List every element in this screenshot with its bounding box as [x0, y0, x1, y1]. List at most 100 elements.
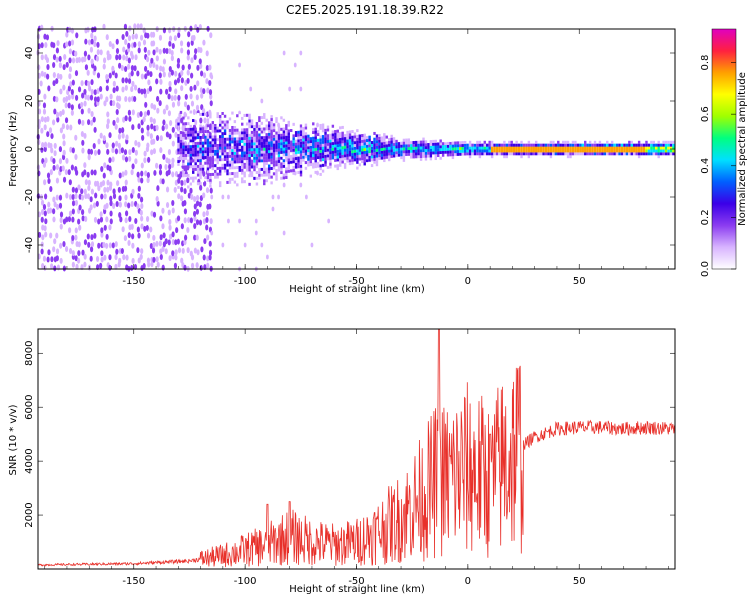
heatmap-signal-cell — [248, 139, 251, 143]
heatmap-noise-cell — [177, 32, 181, 39]
heatmap-signal-cell — [302, 124, 305, 128]
heatmap-noise-cell — [56, 40, 60, 47]
heatmap-noise-cell — [158, 100, 162, 107]
heatmap-noise-cell — [112, 87, 116, 94]
heatmap-noise-cell — [168, 85, 172, 92]
heatmap-signal-cell — [324, 134, 327, 138]
heatmap-signal-cell — [199, 182, 202, 186]
heatmap-noise-cell — [186, 177, 190, 184]
heatmap-signal-cell — [370, 149, 374, 153]
heatmap-signal-cell — [263, 173, 266, 177]
heatmap-noise-cell — [167, 71, 172, 78]
heatmap-signal-cell — [294, 133, 298, 137]
heatmap-signal-cell — [652, 152, 656, 156]
heatmap-signal-cell — [302, 141, 305, 145]
heatmap-signal-cell — [655, 146, 658, 150]
heatmap-noise-cell — [120, 64, 124, 71]
heatmap-signal-cell — [280, 142, 283, 146]
heatmap-noise-cell — [71, 261, 75, 268]
heatmap-signal-cell — [321, 129, 325, 133]
heatmap-signal-cell — [189, 124, 192, 128]
heatmap-signal-cell — [196, 159, 200, 163]
heatmap-signal-cell — [373, 143, 376, 147]
heatmap-noise-cell — [78, 224, 82, 231]
heatmap-signal-cell — [299, 164, 303, 168]
heatmap-noise-cell — [168, 163, 172, 170]
heatmap-noise-cell — [74, 234, 78, 241]
heatmap-signal-cell — [508, 140, 511, 144]
heatmap-signal-cell — [287, 129, 290, 133]
heatmap-signal-cell — [263, 167, 266, 171]
heatmap-signal-cell — [216, 172, 219, 176]
heatmap-noise-cell — [144, 170, 148, 177]
heatmap-noise-cell — [174, 70, 178, 77]
heatmap-x-axis-label: Height of straight line (km) — [289, 284, 425, 295]
heatmap-signal-cell — [554, 143, 558, 147]
heatmap-signal-cell — [336, 152, 339, 156]
heatmap-signal-cell — [314, 139, 317, 143]
heatmap-signal-cell — [187, 133, 190, 137]
heatmap-signal-cell — [598, 152, 602, 156]
heatmap-noise-cell — [50, 263, 54, 270]
heatmap-noise-cell — [134, 33, 138, 40]
heatmap-signal-cell — [275, 177, 278, 181]
heatmap-noise-cell — [161, 207, 165, 214]
heatmap-signal-cell — [588, 152, 592, 156]
colorbar-ticks: 0.00.20.40.60.8 — [700, 55, 736, 277]
heatmap-signal-cell — [478, 152, 482, 156]
heatmap-signal-cell — [299, 135, 303, 139]
heatmap-noise-cell — [155, 240, 159, 247]
heatmap-signal-cell — [214, 123, 217, 127]
heatmap-signal-cell — [625, 152, 629, 156]
heatmap-noise-cell — [65, 61, 69, 68]
heatmap-signal-cell — [667, 146, 670, 150]
heatmap-signal-cell — [255, 156, 259, 160]
heatmap-signal-cell — [659, 146, 663, 150]
heatmap-noise-cell — [200, 246, 204, 253]
heatmap-noise-cell — [152, 62, 156, 69]
heatmap-signal-cell — [601, 143, 604, 147]
heatmap-signal-cell — [270, 149, 273, 153]
heatmap-signal-cell — [248, 162, 251, 166]
heatmap-signal-cell — [620, 143, 624, 147]
heatmap-noise-cell — [115, 201, 119, 208]
heatmap-noise-cell — [117, 103, 121, 110]
heatmap-signal-cell — [290, 154, 293, 158]
heatmap-signal-cell — [613, 149, 616, 153]
heatmap-signal-cell — [233, 125, 237, 129]
heatmap-signal-cell — [294, 148, 298, 152]
heatmap-signal-cell — [483, 143, 486, 147]
heatmap-signal-cell — [662, 143, 665, 147]
heatmap-signal-cell — [241, 139, 244, 143]
heatmap-signal-cell — [385, 141, 388, 145]
heatmap-signal-cell — [241, 145, 244, 149]
heatmap-signal-cell — [603, 149, 607, 153]
heatmap-noise-cell — [171, 207, 175, 214]
heatmap-signal-cell — [454, 153, 457, 157]
heatmap-signal-cell — [552, 146, 555, 150]
heatmap-signal-cell — [635, 152, 638, 156]
heatmap-signal-cell — [216, 138, 219, 142]
heatmap-signal-cell — [292, 137, 295, 141]
heatmap-signal-cell — [204, 138, 207, 142]
heatmap-sparse-cell — [304, 194, 308, 200]
heatmap-noise-cell — [121, 154, 126, 161]
heatmap-signal-cell — [221, 132, 224, 136]
heatmap-signal-cell — [561, 152, 565, 156]
heatmap-signal-cell — [535, 149, 538, 153]
heatmap-noise-cell — [52, 216, 56, 223]
heatmap-signal-cell — [177, 151, 180, 155]
heatmap-signal-cell — [375, 143, 379, 147]
heatmap-noise-cell — [77, 184, 81, 191]
heatmap-signal-cell — [537, 143, 540, 147]
heatmap-signal-cell — [395, 154, 398, 158]
heatmap-signal-cell — [204, 176, 207, 180]
heatmap-noise-cell — [137, 185, 141, 192]
heatmap-noise-cell — [205, 224, 209, 231]
heatmap-signal-cell — [201, 170, 205, 174]
heatmap-signal-cell — [407, 149, 411, 153]
heatmap-noise-cell — [198, 201, 202, 208]
heatmap-noise-cell — [89, 255, 93, 262]
heatmap-signal-cell — [233, 131, 237, 135]
heatmap-signal-cell — [194, 153, 197, 157]
